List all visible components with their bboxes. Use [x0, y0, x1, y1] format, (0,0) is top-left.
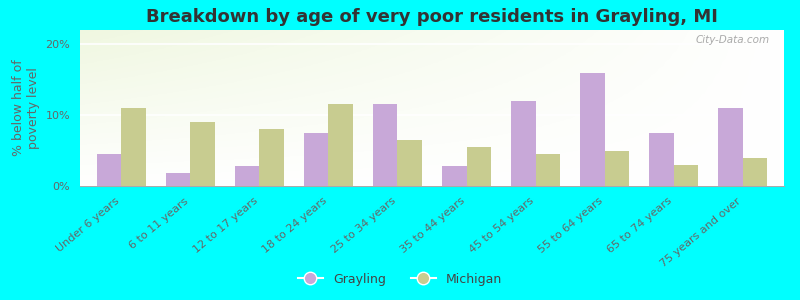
Bar: [235, 166, 259, 186]
Bar: [329, 104, 353, 186]
Bar: [650, 133, 674, 186]
Title: Breakdown by age of very poor residents in Grayling, MI: Breakdown by age of very poor residents …: [146, 8, 718, 26]
Bar: [122, 108, 146, 186]
Text: City-Data.com: City-Data.com: [696, 35, 770, 45]
Bar: [466, 147, 490, 186]
Bar: [742, 158, 766, 186]
Bar: [605, 151, 629, 186]
Y-axis label: % below half of
poverty level: % below half of poverty level: [12, 60, 40, 156]
Bar: [259, 129, 284, 186]
Bar: [304, 133, 329, 186]
Bar: [674, 165, 698, 186]
Bar: [580, 73, 605, 186]
Bar: [190, 122, 214, 186]
Bar: [511, 101, 535, 186]
Legend: Grayling, Michigan: Grayling, Michigan: [293, 268, 507, 291]
Bar: [535, 154, 560, 186]
Bar: [442, 166, 466, 186]
Bar: [166, 173, 190, 186]
Bar: [718, 108, 742, 186]
Bar: [98, 154, 122, 186]
Bar: [398, 140, 422, 186]
Bar: [374, 104, 398, 186]
